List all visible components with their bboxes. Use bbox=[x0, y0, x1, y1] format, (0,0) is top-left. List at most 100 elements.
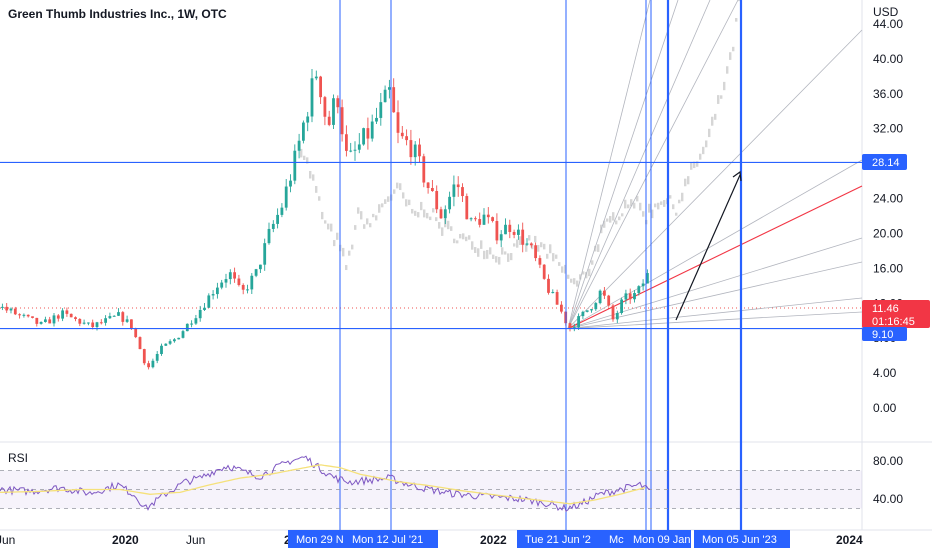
candle-body bbox=[624, 293, 628, 300]
candle-body bbox=[190, 323, 193, 325]
candle-body bbox=[448, 196, 451, 210]
candle-body bbox=[13, 308, 17, 315]
candle-body bbox=[207, 295, 211, 308]
candles bbox=[1, 69, 649, 370]
shadow-bar bbox=[360, 211, 363, 220]
candle-body bbox=[216, 287, 219, 295]
price-label-lower-text: 9.10 bbox=[872, 329, 893, 341]
candle-body bbox=[641, 283, 645, 287]
rsi-tick-label: 40.00 bbox=[873, 492, 903, 506]
candle-body bbox=[615, 313, 619, 320]
price-label-upper[interactable]: 28.14 bbox=[862, 154, 907, 170]
shadow-bar bbox=[567, 274, 570, 279]
date-label-bg bbox=[694, 530, 790, 548]
price-label-lower-bg bbox=[862, 327, 907, 341]
shadow-bar bbox=[702, 146, 705, 155]
candle-body bbox=[52, 315, 56, 324]
candle-body bbox=[560, 304, 563, 312]
shadow-bar bbox=[678, 199, 681, 204]
shadow-bar bbox=[591, 260, 594, 265]
shadow-bar bbox=[516, 239, 519, 248]
shadow-bar bbox=[441, 227, 444, 236]
shadow-bar bbox=[639, 202, 642, 211]
x-tick-label: Jun bbox=[186, 533, 205, 547]
date-label-text: Mon 05 Jun '23 bbox=[702, 534, 777, 546]
candle-body bbox=[568, 323, 572, 329]
y-tick-label: 16.00 bbox=[873, 261, 903, 275]
shadow-bar bbox=[447, 220, 450, 230]
rsi-line bbox=[0, 455, 651, 513]
shadow-bar bbox=[342, 247, 345, 257]
candle-body bbox=[366, 128, 370, 139]
shadow-bar bbox=[495, 256, 498, 263]
date-label-text: Mon 12 Jul '21 bbox=[352, 534, 423, 546]
shadow-bar bbox=[384, 199, 387, 204]
shadow-bar bbox=[369, 223, 372, 228]
shadow-bar bbox=[396, 182, 399, 189]
candle-body bbox=[392, 87, 396, 113]
candle-body bbox=[357, 144, 361, 150]
candle-body bbox=[259, 264, 262, 270]
shadow-bar bbox=[372, 213, 375, 218]
shadow-bar bbox=[687, 176, 690, 185]
x-tick-label: 2024 bbox=[836, 533, 863, 547]
shadow-bar bbox=[606, 218, 609, 222]
shadow-bar bbox=[429, 216, 432, 221]
shadow-bar bbox=[660, 201, 663, 205]
shadow-bar bbox=[519, 236, 522, 245]
shadow-bar bbox=[543, 243, 546, 250]
shadow-bar bbox=[417, 212, 420, 218]
candle-body bbox=[353, 149, 357, 151]
candle-body bbox=[112, 315, 116, 317]
vertical-lines bbox=[339, 0, 743, 530]
candle-body bbox=[572, 327, 576, 329]
shadow-bar bbox=[624, 199, 627, 209]
shadow-bar bbox=[480, 240, 483, 249]
shadow-bar bbox=[531, 243, 534, 250]
shadow-bar bbox=[729, 52, 732, 60]
current-price-label[interactable]: 11.46 01:16:45 bbox=[862, 300, 930, 328]
price-label-lower[interactable]: 9.10 bbox=[862, 327, 907, 341]
shadow-bar bbox=[477, 248, 480, 257]
fan-line-red bbox=[567, 185, 863, 330]
shadow-bar bbox=[555, 254, 558, 259]
candle-body bbox=[529, 243, 533, 246]
shadow-bar bbox=[300, 148, 303, 158]
current-price-bg bbox=[862, 300, 930, 328]
candle-body bbox=[177, 337, 181, 340]
shadow-bar bbox=[321, 211, 324, 220]
candle-body bbox=[233, 272, 236, 279]
shadow-bar bbox=[570, 278, 573, 283]
candle-body bbox=[486, 214, 490, 218]
arrow-line bbox=[675, 174, 741, 321]
x-tick-label: 2022 bbox=[480, 533, 507, 547]
candle-body bbox=[74, 317, 77, 320]
candle-body bbox=[534, 245, 537, 259]
shadow-bar bbox=[528, 235, 531, 241]
arrow-drawing[interactable] bbox=[675, 170, 742, 321]
shadow-bar bbox=[375, 215, 378, 221]
candle-body bbox=[581, 311, 585, 317]
candle-body bbox=[495, 221, 499, 241]
shadow-bar bbox=[534, 235, 537, 243]
shadow-bar bbox=[345, 265, 348, 271]
candle-body bbox=[607, 295, 611, 306]
candle-body bbox=[542, 264, 546, 279]
rsi-pane bbox=[0, 455, 862, 513]
shadow-bar bbox=[423, 209, 426, 218]
shadow-bar bbox=[609, 216, 612, 223]
shadow-bar bbox=[720, 95, 723, 99]
shadow-bar bbox=[669, 195, 672, 199]
rsi-title: RSI bbox=[8, 451, 28, 465]
shadow-bar bbox=[324, 220, 327, 224]
shadow-bar bbox=[504, 251, 507, 255]
shadow-bar bbox=[312, 174, 315, 181]
y-tick-label: 40.00 bbox=[873, 52, 903, 66]
shadow-bar bbox=[378, 204, 381, 213]
candle-body bbox=[379, 102, 383, 118]
candle-body bbox=[611, 305, 615, 320]
fan-line bbox=[567, 159, 863, 329]
candle-body bbox=[142, 349, 146, 364]
shadow-bar bbox=[507, 253, 510, 262]
